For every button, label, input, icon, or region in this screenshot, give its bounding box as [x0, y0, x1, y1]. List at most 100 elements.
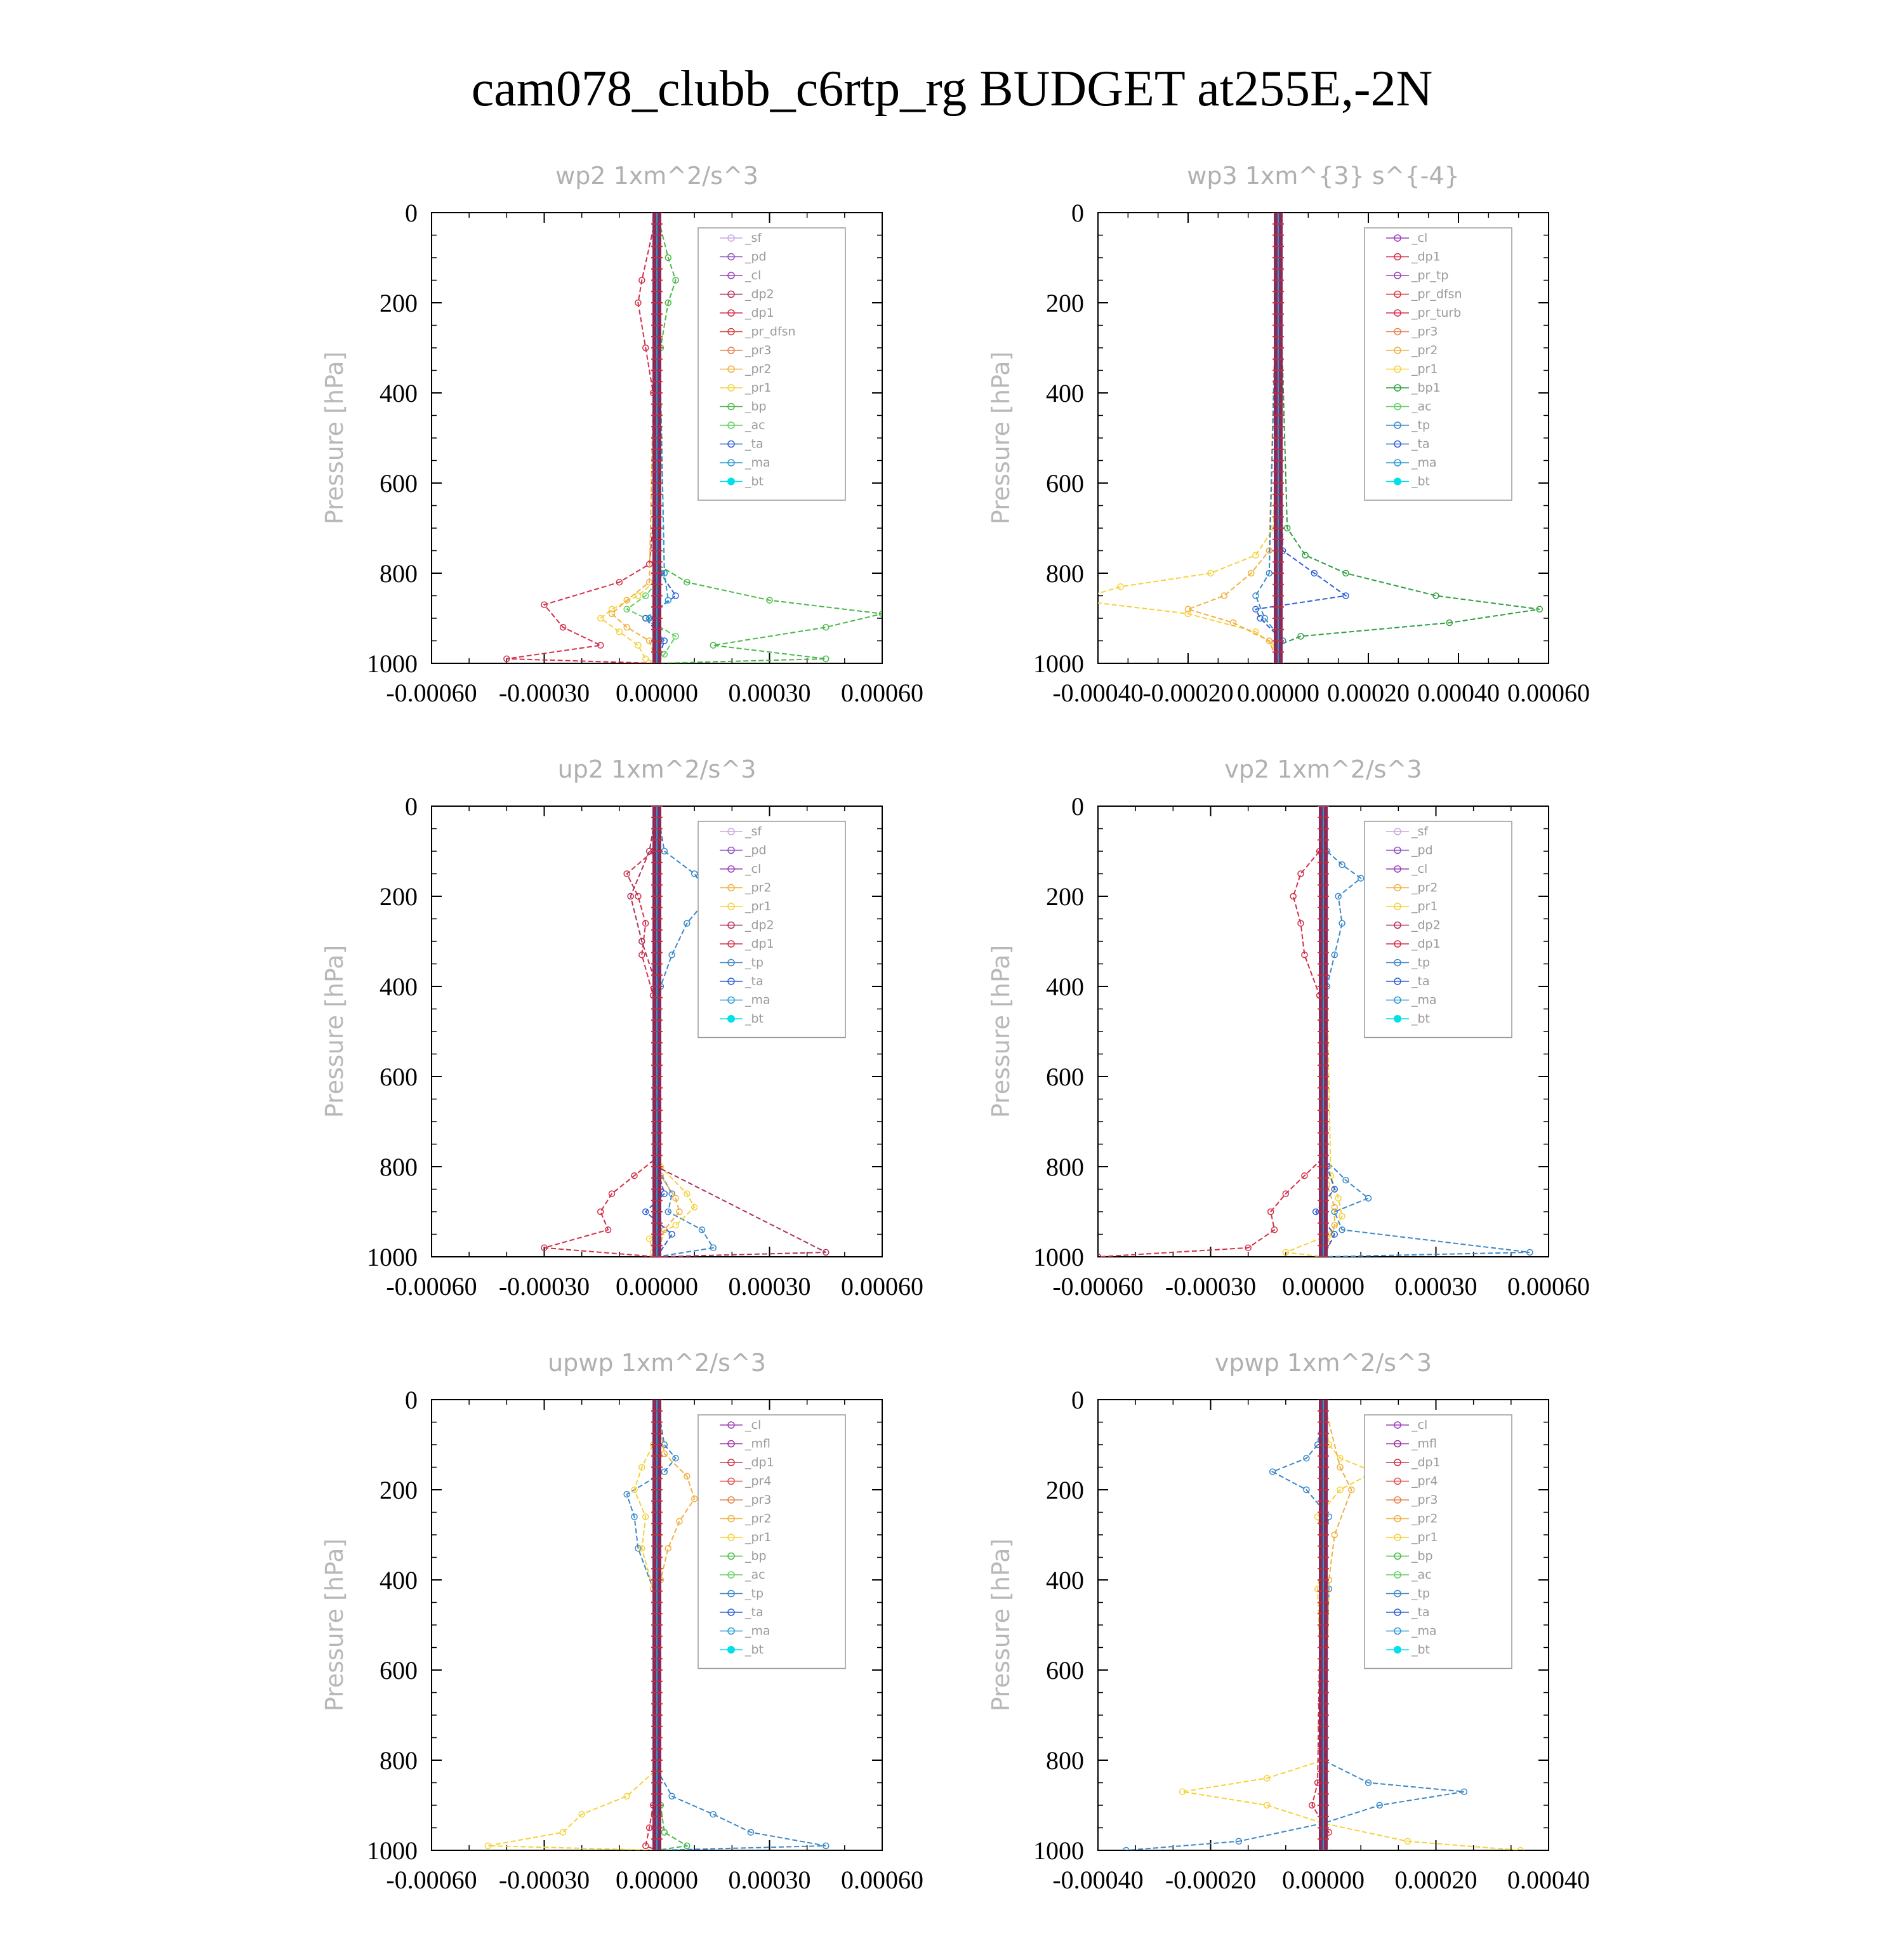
legend-marker	[727, 347, 735, 354]
data-point_pr1	[1073, 597, 1078, 603]
data-point_tp	[1365, 1779, 1372, 1786]
data-point_dp2	[823, 1249, 830, 1256]
x-tick-label: -0.00030	[499, 1272, 590, 1301]
series-line_pr2	[656, 1400, 696, 1850]
panel-wp2: wp2 1xm^2/s^3 Pressure [hPa] 0 200 400 600 800…	[292, 146, 1193, 749]
legend-marker	[1394, 1515, 1401, 1523]
x-tick-label: -0.00040	[1052, 679, 1143, 707]
legend-label: _bt	[744, 1643, 764, 1657]
legend-label: _cl	[1411, 231, 1427, 245]
legend-marker	[1394, 234, 1401, 242]
y-tick-label: 400	[1046, 1566, 1084, 1595]
data-point_pr1	[608, 606, 616, 613]
chart-title: vp2 1xm^2/s^3	[1224, 755, 1422, 783]
x-tick-label: 0.00030	[729, 679, 811, 707]
data-point_ac	[642, 592, 649, 599]
data-point_bp	[664, 299, 671, 307]
legend-label: _pr3	[744, 1493, 771, 1507]
series-line_tp	[626, 1400, 826, 1850]
y-tick-label: 0	[1071, 199, 1084, 227]
y-tick-label: 200	[380, 1476, 418, 1504]
data-point_tp	[1376, 1801, 1383, 1809]
chart-vpwp: vpwp 1xm^2/s^3 Pressure [hPa] 0 200 400 600 80…	[987, 1349, 1590, 1894]
x-tick-label: -0.00030	[499, 1866, 590, 1894]
legend-marker	[1394, 1589, 1401, 1598]
data-point_tp	[672, 1455, 679, 1462]
data-point_pr1	[1184, 610, 1192, 618]
legend-marker	[1394, 940, 1401, 948]
legend-label: _pd	[744, 250, 767, 264]
legend-marker	[1394, 309, 1401, 317]
y-tick-label: 800	[1046, 1153, 1084, 1181]
y-tick-label: 200	[1046, 1476, 1084, 1504]
y-tick-label: 800	[380, 1153, 418, 1181]
data-point_tp	[698, 1226, 706, 1233]
data-point_tp	[668, 1190, 675, 1197]
data-point_tp	[710, 1810, 717, 1818]
data-point_dp1	[638, 951, 645, 958]
legend-label: _ac	[744, 1568, 765, 1582]
data-point_pr2	[1229, 619, 1237, 627]
y-tick-label: 0	[405, 792, 418, 821]
data-point_ta	[668, 1231, 675, 1238]
data-point_pr1	[642, 655, 649, 663]
y-tick-label: 0	[405, 1386, 418, 1414]
data-point_tp	[1303, 1455, 1310, 1462]
data-point_bp	[672, 277, 679, 284]
y-tick-label: 0	[1071, 1386, 1084, 1414]
legend-marker	[727, 365, 735, 373]
legend-box	[697, 821, 846, 1038]
chart-vp2: vp2 1xm^2/s^3 Pressure [hPa] 0 200 400 600 800…	[987, 755, 1590, 1301]
x-tick-label: 0.00040	[1507, 1866, 1590, 1894]
legend-marker	[1394, 253, 1401, 261]
data-point_bp1	[1432, 592, 1439, 599]
data-point_pr1	[578, 1810, 585, 1818]
legend-label: _sf	[744, 231, 762, 245]
data-point_tp	[1331, 951, 1338, 958]
legend-label: _cl	[744, 269, 761, 282]
data-point_bp1	[1283, 524, 1291, 532]
legend-box	[1364, 821, 1512, 1038]
legend-marker	[727, 1589, 735, 1598]
legend-marker	[1394, 365, 1401, 373]
data-point_pr1	[1207, 569, 1214, 577]
x-tick-label: 0.00060	[841, 1272, 923, 1301]
legend-label: _bt	[744, 1012, 764, 1026]
data-point_tp	[1269, 1468, 1276, 1475]
series-line_dp2	[630, 806, 826, 1257]
data-point_dp1	[559, 623, 567, 631]
data-point_pr2	[661, 1450, 668, 1457]
data-point_ac	[623, 606, 630, 613]
x-tick-label: 0.00060	[841, 679, 923, 707]
y-tick-label: 0	[1071, 792, 1084, 821]
x-tick-label: 0.00060	[841, 1866, 923, 1894]
x-tick-label: -0.00060	[386, 1272, 477, 1301]
legend-label: _bp	[744, 1549, 767, 1563]
data-point_bp	[878, 610, 882, 618]
data-point_pr1	[616, 628, 623, 635]
legend-box	[697, 1414, 846, 1669]
legend-label: _tp	[744, 956, 764, 970]
data-point_bp1	[1302, 552, 1309, 559]
data-point_dp1	[638, 277, 645, 284]
data-point_dp1	[1267, 1208, 1274, 1216]
data-point_pr2	[672, 1195, 679, 1202]
legend-marker	[1394, 1440, 1401, 1448]
series-line_tp	[1126, 1400, 1465, 1850]
series-line_dp1	[1098, 806, 1325, 1257]
y-tick-label: 1000	[367, 1836, 418, 1865]
legend-label: _pr_dfsn	[744, 325, 796, 339]
data-point_ta	[1331, 1186, 1338, 1193]
y-tick-label: 800	[380, 559, 418, 588]
legend-label: _bt	[1411, 1643, 1430, 1657]
legend-label: _cl	[744, 862, 761, 876]
y-tick-label: 200	[380, 882, 418, 911]
data-point_tp	[661, 1468, 668, 1475]
legend-label: _ma	[1411, 993, 1437, 1007]
legend-label: _cl	[744, 1418, 761, 1432]
data-point_tp	[1261, 614, 1268, 622]
legend-label: _pr4	[1411, 1475, 1438, 1488]
data-point_pr2	[691, 1495, 698, 1502]
data-point_ta	[1342, 592, 1349, 599]
legend-label: _sf	[1411, 825, 1429, 839]
